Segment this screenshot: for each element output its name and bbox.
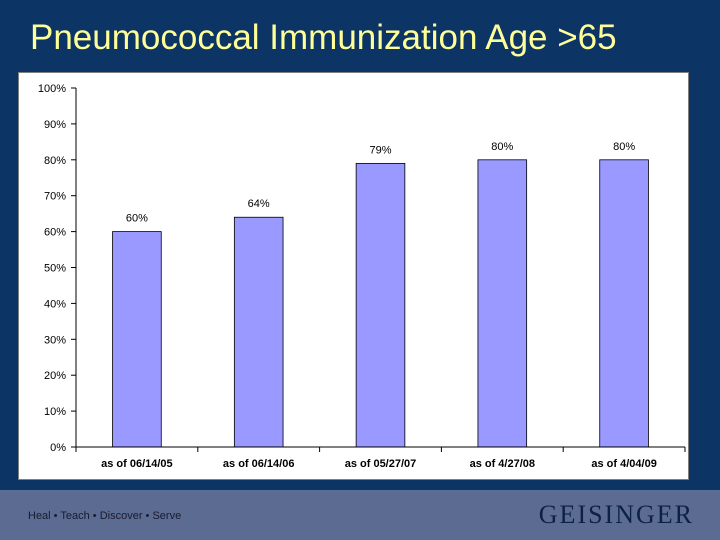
y-tick-label: 50% <box>44 263 66 275</box>
y-tick-label: 90% <box>44 119 66 131</box>
bar <box>599 159 649 448</box>
bar <box>112 231 162 448</box>
bar <box>233 216 284 448</box>
chart-panel: 0% 10% 20% 30% 40% 50% 60% 70% 80% 90% 100% 60% 64%… <box>18 72 689 480</box>
x-tick-label: as of 4/27/08 <box>470 458 535 470</box>
footer-bar: Heal • Teach • Discover • Serve GEISINGE… <box>0 490 720 540</box>
data-label: 79% <box>369 144 391 156</box>
y-tick-label: 30% <box>44 334 66 346</box>
y-axis: 0% 10% 20% 30% 40% 50% 60% 70% 80% 90% 100% <box>38 83 77 454</box>
y-tick-label: 0% <box>50 442 66 454</box>
slide-title: Pneumococcal Immunization Age >65 <box>30 18 617 57</box>
y-tick-label: 10% <box>44 406 66 418</box>
y-tick-label: 70% <box>44 191 66 203</box>
y-tick-label: 80% <box>44 155 66 167</box>
x-axis: as of 06/14/05 as of 06/14/06 as of 05/27/… <box>75 446 686 470</box>
data-label: 80% <box>491 141 513 153</box>
x-tick-label: as of 4/04/09 <box>591 458 656 470</box>
y-tick-label: 20% <box>44 370 66 382</box>
data-label: 64% <box>248 198 270 210</box>
footer-tagline: Heal • Teach • Discover • Serve <box>28 510 182 522</box>
y-tick-label: 60% <box>44 227 66 239</box>
y-tick-label: 100% <box>38 83 66 95</box>
bar-chart: 0% 10% 20% 30% 40% 50% 60% 70% 80% 90% 100% 60% 64%… <box>38 83 686 470</box>
x-tick-label: as of 05/27/07 <box>345 458 417 470</box>
y-tick-label: 40% <box>44 298 66 310</box>
bar <box>355 162 406 448</box>
x-tick-label: as of 06/14/06 <box>223 458 295 470</box>
bars: 60% 64% 79% 80% 80% <box>112 141 649 448</box>
x-tick-label: as of 06/14/05 <box>101 458 173 470</box>
geisinger-logo: GEISINGER <box>538 500 694 529</box>
bar <box>477 159 528 448</box>
data-label: 80% <box>613 141 635 153</box>
data-label: 60% <box>126 213 148 225</box>
